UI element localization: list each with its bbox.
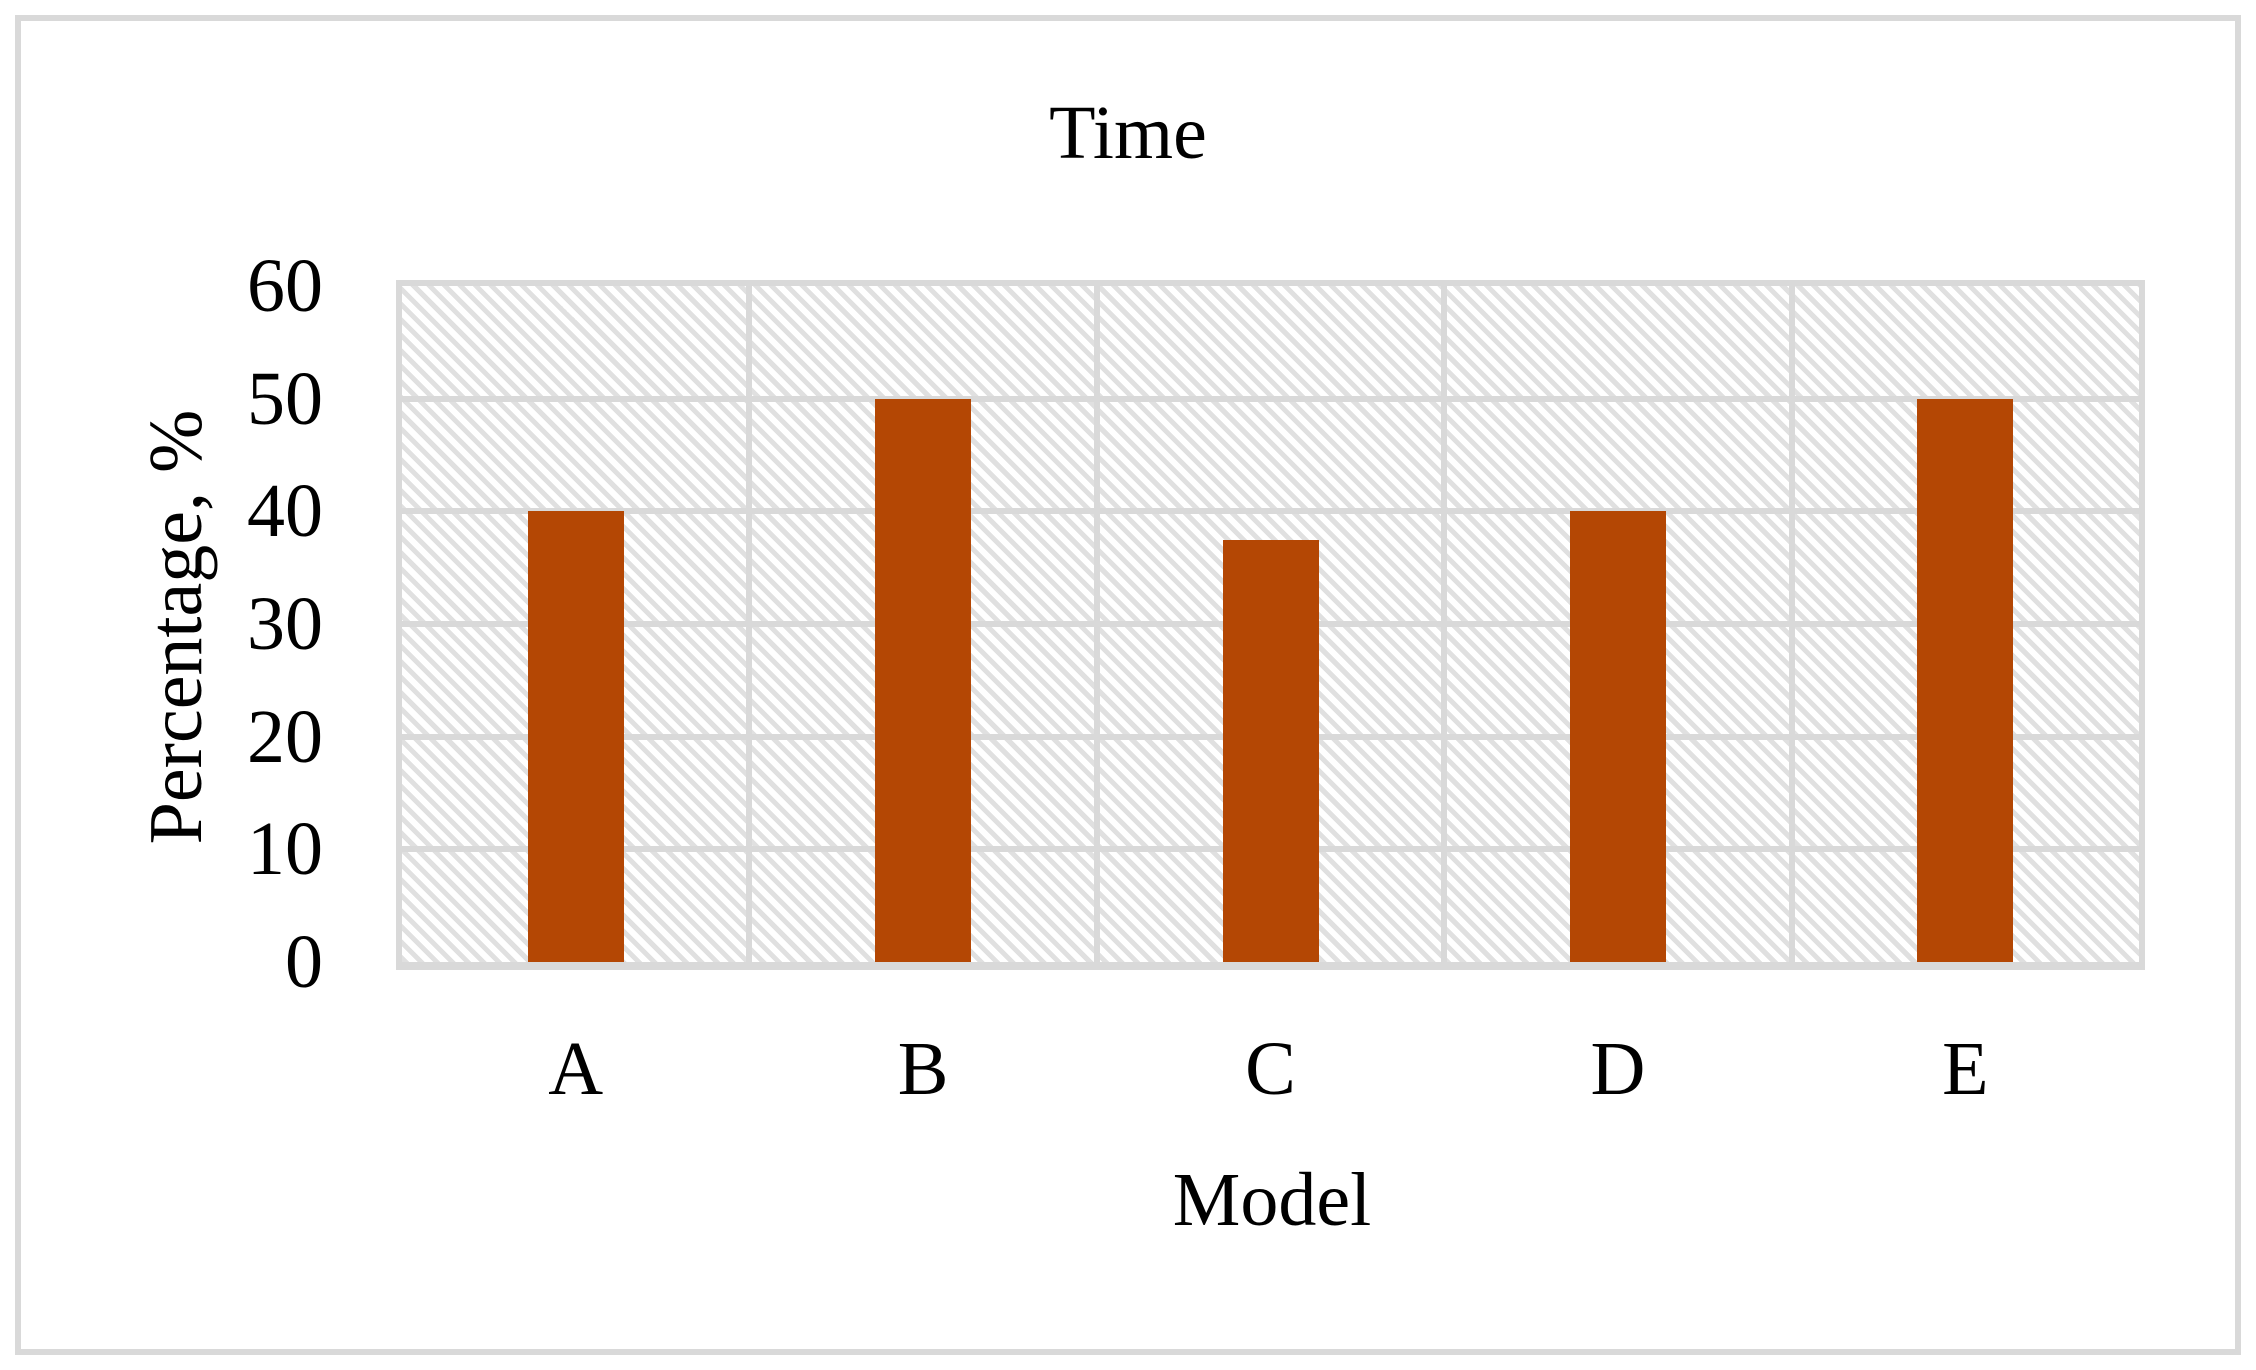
- bar-A: [527, 511, 624, 962]
- y-tick-label-50: 50: [247, 356, 323, 441]
- gridline-v-3: [1441, 286, 1448, 962]
- x-tick-label-E: E: [1942, 1027, 1989, 1111]
- bar-D: [1569, 511, 1666, 962]
- gridline-v-1: [746, 286, 753, 962]
- x-tick-label-C: C: [1245, 1027, 1296, 1111]
- gridline-h-50: [402, 395, 2139, 402]
- bar-C: [1222, 539, 1319, 962]
- y-tick-label-20: 20: [247, 694, 323, 779]
- x-tick-label-D: D: [1590, 1027, 1646, 1111]
- y-tick-label-0: 0: [285, 920, 323, 1004]
- gridline-v-4: [1788, 286, 1795, 962]
- gridline-v-2: [1093, 286, 1100, 962]
- x-tick-label-B: B: [897, 1027, 949, 1111]
- y-tick-label-40: 40: [247, 469, 323, 554]
- y-tick-label-30: 30: [247, 582, 323, 666]
- y-tick-label-60: 60: [247, 244, 323, 328]
- bar-B: [875, 398, 972, 962]
- gridline-h-40: [402, 508, 2139, 515]
- chart-title: Time: [1049, 91, 1207, 175]
- plot-area: [396, 280, 2145, 970]
- x-tick-label-A: A: [548, 1027, 604, 1111]
- bar-E: [1917, 398, 2014, 962]
- x-axis-title: Model: [1172, 1158, 1372, 1242]
- y-tick-label-10: 10: [247, 807, 323, 892]
- plot-inner: [402, 286, 2139, 962]
